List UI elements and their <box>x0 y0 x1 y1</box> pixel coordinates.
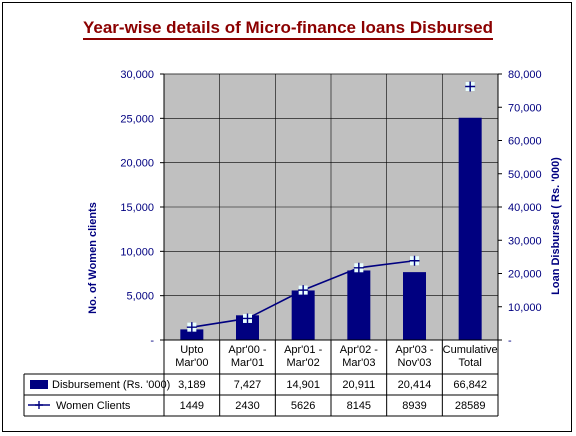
y-right-tick-label: - <box>508 335 512 347</box>
line-series <box>186 81 476 333</box>
y-axis-left-label: No. of Women clients <box>87 202 99 314</box>
y-axis-right-label: Loan Disbursed ( Rs. '000) <box>550 157 562 295</box>
y-right-tick-label: 80,000 <box>508 69 542 81</box>
category-label: Nov'03 <box>398 357 432 369</box>
y-left-tick-label: 30,000 <box>120 69 154 81</box>
category-label: Mar'01 <box>231 357 264 369</box>
category-label: Mar'02 <box>287 357 320 369</box>
category-label: Apr'03 - <box>395 344 434 356</box>
data-label-disbursement: 14,901 <box>286 379 320 391</box>
bar <box>347 270 371 340</box>
category-label: Apr'00 - <box>228 344 267 356</box>
data-label-women-clients: 8939 <box>402 400 426 412</box>
category-label: Mar'03 <box>342 357 375 369</box>
bar <box>403 272 426 340</box>
y-right-tick-label: 30,000 <box>508 235 542 247</box>
chart-title: Year-wise details of Micro-finance loans… <box>0 18 576 40</box>
y-right-tick-label: 50,000 <box>508 169 542 181</box>
data-label-disbursement: 20,414 <box>398 379 432 391</box>
y-left-tick-label: 15,000 <box>120 202 154 214</box>
data-label-women-clients: 28589 <box>455 400 486 412</box>
legend-key-marker <box>35 401 43 409</box>
data-label-disbursement: 66,842 <box>453 379 487 391</box>
y-left-tick-label: 25,000 <box>120 113 154 125</box>
data-label-women-clients: 1449 <box>180 400 204 412</box>
bar <box>291 290 315 340</box>
bar-series <box>180 117 482 340</box>
line-point-marker <box>465 81 476 92</box>
bar <box>236 315 259 340</box>
data-label-disbursement: 7,427 <box>234 379 262 391</box>
category-label: Cumulative <box>443 344 498 356</box>
line-point-marker <box>242 313 253 324</box>
data-label-women-clients: 2430 <box>235 400 259 412</box>
line-point-marker <box>186 322 197 333</box>
line-point-marker <box>298 285 309 296</box>
category-label: Apr'02 - <box>340 344 379 356</box>
y-right-tick-label: 70,000 <box>508 102 542 114</box>
legend-key-bar <box>30 380 48 389</box>
y-left-tick-label: 20,000 <box>120 158 154 170</box>
chart-title-text: Year-wise details of Micro-finance loans… <box>82 18 493 40</box>
legend-label-disbursement: Disbursement (Rs. '000) <box>52 379 170 391</box>
data-label-disbursement: 20,911 <box>342 379 375 391</box>
bar <box>458 117 482 340</box>
data-label-women-clients: 5626 <box>291 400 315 412</box>
line-point-marker <box>353 262 364 273</box>
legend-label-women-clients: Women Clients <box>56 400 131 412</box>
y-right-tick-label: 10,000 <box>508 302 542 314</box>
bar <box>180 329 204 340</box>
category-label: Mar'00 <box>175 357 208 369</box>
y-left-tick-label: 5,000 <box>126 291 154 303</box>
category-label: Upto <box>180 344 203 356</box>
y-right-tick-label: 20,000 <box>508 269 542 281</box>
y-right-tick-label: 60,000 <box>508 136 542 148</box>
y-left-tick-label: - <box>150 335 154 347</box>
category-label: Apr'01 - <box>284 344 323 356</box>
y-left-tick-label: 10,000 <box>120 246 154 258</box>
line-point-marker <box>409 255 420 266</box>
data-label-women-clients: 8145 <box>347 400 371 412</box>
y-right-tick-label: 40,000 <box>508 202 542 214</box>
category-label: Total <box>459 357 482 369</box>
data-label-disbursement: 3,189 <box>178 379 206 391</box>
grid-lines <box>164 73 498 340</box>
